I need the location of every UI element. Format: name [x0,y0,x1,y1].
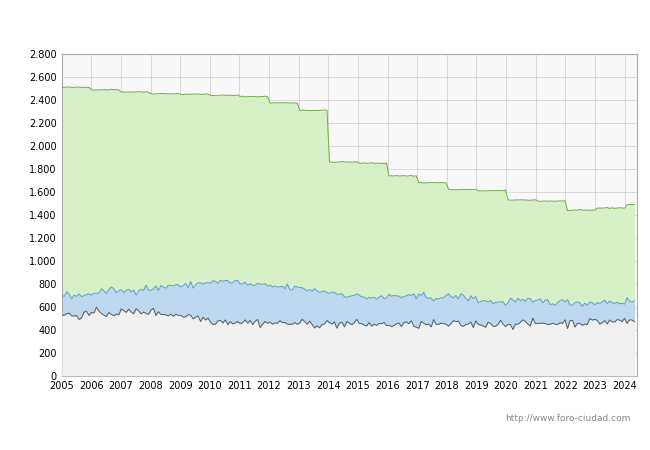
Text: http://www.foro-ciudad.com: http://www.foro-ciudad.com [505,414,630,423]
Text: Arbo - Evolucion de la poblacion en edad de Trabajar Mayo de 2024: Arbo - Evolucion de la poblacion en edad… [99,17,551,30]
Text: FORO-CIUDAD.COM: FORO-CIUDAD.COM [198,217,500,245]
